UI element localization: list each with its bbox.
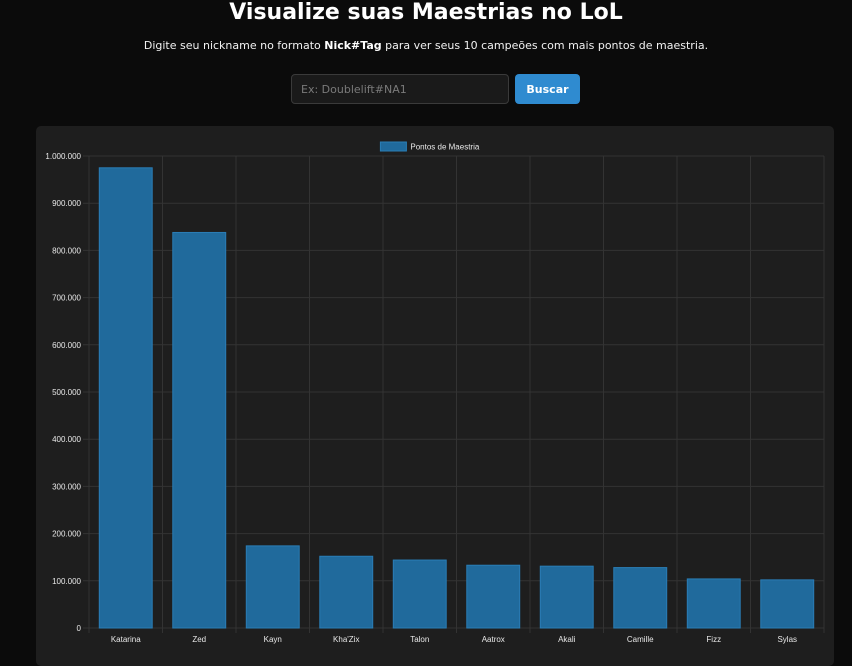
- nickname-search-input[interactable]: [291, 74, 509, 104]
- instructions-text-start: Digite seu nickname no formato: [143, 39, 325, 52]
- page-title: Visualize suas Maestrias no LoL: [229, 0, 623, 25]
- bar-zed[interactable]: [172, 231, 227, 629]
- y-tick-label: 600.000: [52, 341, 81, 350]
- bar-kayn[interactable]: [245, 545, 300, 629]
- bar-talon[interactable]: [392, 559, 447, 629]
- y-tick-label: 300.000: [52, 482, 81, 491]
- bar-camille[interactable]: [613, 567, 668, 629]
- x-tick-label: Camille: [627, 635, 654, 644]
- x-tick-label: Sylas: [777, 635, 797, 644]
- x-tick-label: Kayn: [264, 635, 282, 644]
- y-tick-label: 500.000: [52, 388, 81, 397]
- x-tick-label: Talon: [410, 635, 429, 644]
- y-tick-label: 800.000: [52, 246, 81, 255]
- search-button[interactable]: Buscar: [515, 74, 580, 104]
- instructions-text-end: para ver seus 10 campeões com mais ponto…: [381, 39, 709, 52]
- bar-katarina[interactable]: [98, 167, 153, 629]
- bar-sylas[interactable]: [760, 579, 815, 629]
- y-tick-label: 900.000: [52, 199, 81, 208]
- y-tick-label: 0: [77, 624, 82, 633]
- x-tick-label: Akali: [558, 635, 576, 644]
- mastery-bar-chart: 0 100.000 200.000 300.000 400.000 500.000 600.…: [45, 141, 825, 644]
- bar-aatrox[interactable]: [466, 564, 521, 629]
- x-tick-label: Aatrox: [482, 635, 505, 644]
- y-tick-label: 1.000.000: [45, 152, 81, 161]
- x-tick-label: Katarina: [111, 635, 141, 644]
- y-tick-label: 700.000: [52, 294, 81, 303]
- bar-fizz[interactable]: [686, 578, 741, 629]
- legend-label[interactable]: Pontos de Maestria: [410, 143, 479, 152]
- legend-swatch[interactable]: [379, 141, 407, 152]
- y-tick-label: 400.000: [52, 435, 81, 444]
- x-tick-label: Zed: [192, 635, 206, 644]
- nickname-format: Nick#Tag: [324, 39, 382, 52]
- x-tick-label: Fizz: [706, 635, 721, 644]
- y-tick-label: 200.000: [52, 530, 81, 539]
- bar-kha-zix[interactable]: [319, 555, 374, 629]
- x-tick-label: Kha'Zix: [333, 635, 359, 644]
- y-tick-label: 100.000: [52, 577, 81, 586]
- bar-akali[interactable]: [539, 565, 594, 629]
- chart-panel: 0 100.000 200.000 300.000 400.000 500.000 600.…: [36, 126, 834, 666]
- instructions-text: Digite seu nickname no formato Nick#Tag …: [0, 38, 852, 54]
